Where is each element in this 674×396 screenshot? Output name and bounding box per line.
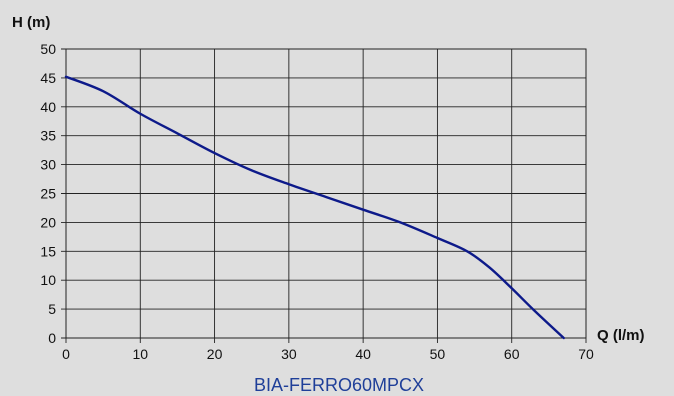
x-tick-label: 40 bbox=[355, 346, 371, 362]
x-tick-label: 20 bbox=[207, 346, 223, 362]
y-tick-label: 40 bbox=[40, 99, 56, 115]
y-tick-label: 15 bbox=[40, 243, 56, 259]
x-tick-labels: 0 10 20 30 40 50 60 70 bbox=[62, 346, 594, 362]
y-axis-title: H (m) bbox=[12, 14, 50, 31]
model-caption: BIA-FERRO60MPCX bbox=[254, 375, 424, 395]
y-tick-label: 45 bbox=[40, 70, 56, 86]
y-tick-label: 30 bbox=[40, 157, 56, 173]
y-tick-label: 10 bbox=[40, 272, 56, 288]
y-tick-label: 35 bbox=[40, 128, 56, 144]
x-tick-label: 30 bbox=[281, 346, 297, 362]
x-tick-label: 50 bbox=[430, 346, 446, 362]
y-tick-label: 5 bbox=[48, 301, 56, 317]
y-tick-label: 50 bbox=[40, 41, 56, 57]
y-tick-label: 0 bbox=[48, 330, 56, 346]
y-tick-label: 25 bbox=[40, 186, 56, 202]
grid bbox=[61, 48, 587, 343]
x-tick-label: 60 bbox=[504, 346, 520, 362]
x-tick-label: 0 bbox=[62, 346, 70, 362]
plot-frame bbox=[65, 48, 587, 339]
y-tick-labels: 0 5 10 15 20 25 30 35 40 45 50 bbox=[40, 41, 56, 346]
x-tick-label: 70 bbox=[578, 346, 594, 362]
x-tick-label: 10 bbox=[132, 346, 148, 362]
pump-curve-line bbox=[64, 75, 565, 340]
x-axis-title: Q (l/m) bbox=[597, 327, 645, 344]
y-tick-label: 20 bbox=[40, 214, 56, 230]
